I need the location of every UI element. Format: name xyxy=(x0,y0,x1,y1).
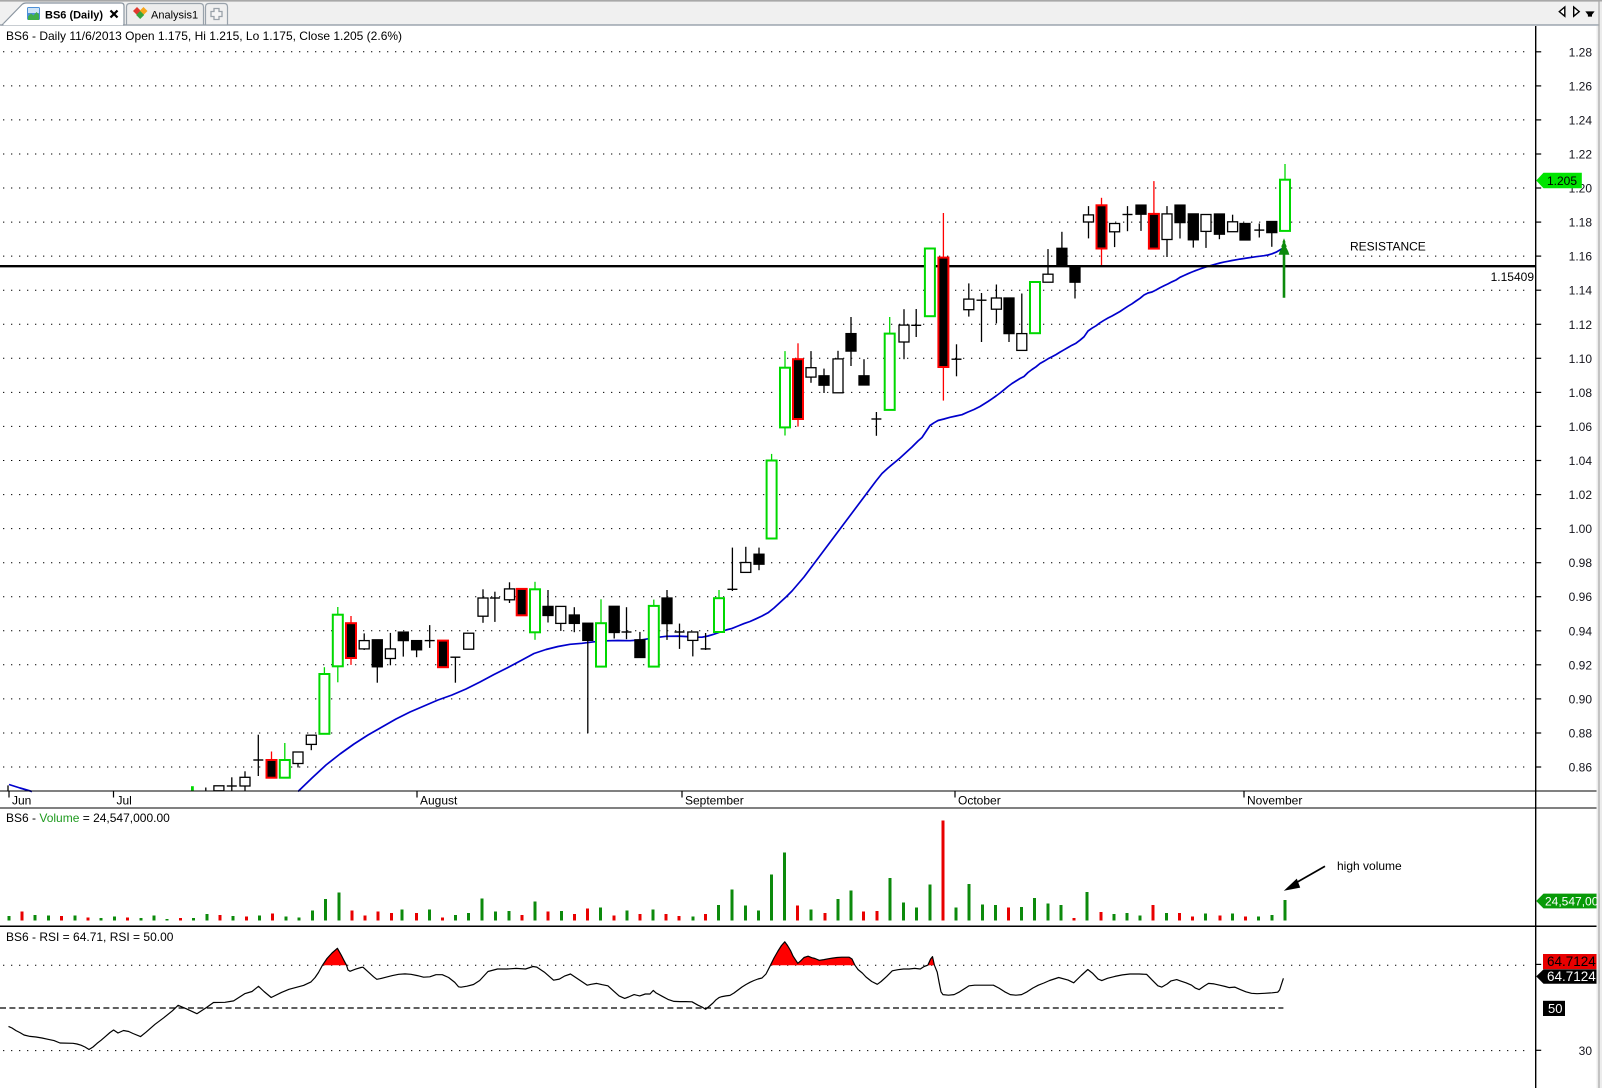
svg-text:0.86: 0.86 xyxy=(1569,761,1593,775)
svg-text:24,547,00: 24,547,00 xyxy=(1545,895,1599,909)
svg-text:Analysis1: Analysis1 xyxy=(151,10,198,22)
svg-text:1.15409: 1.15409 xyxy=(1491,270,1535,284)
svg-text:October: October xyxy=(958,794,1001,808)
svg-text:1.28: 1.28 xyxy=(1569,45,1593,59)
svg-text:1.06: 1.06 xyxy=(1569,420,1593,434)
svg-text:1.26: 1.26 xyxy=(1569,79,1593,93)
svg-text:BS6 - RSI = 64.71, RSI = 50.00: BS6 - RSI = 64.71, RSI = 50.00 xyxy=(6,930,174,944)
svg-text:September: September xyxy=(685,794,744,808)
svg-text:BS6 (Daily): BS6 (Daily) xyxy=(45,10,103,22)
svg-text:64.7124: 64.7124 xyxy=(1547,954,1596,969)
svg-text:August: August xyxy=(420,794,458,808)
svg-text:1.08: 1.08 xyxy=(1569,386,1593,400)
svg-text:1.12: 1.12 xyxy=(1569,318,1593,332)
svg-text:64.7124: 64.7124 xyxy=(1547,969,1596,984)
svg-text:1.10: 1.10 xyxy=(1569,352,1593,366)
svg-text:1.16: 1.16 xyxy=(1569,250,1593,264)
svg-text:1.18: 1.18 xyxy=(1569,216,1593,230)
svg-text:1.00: 1.00 xyxy=(1569,522,1593,536)
svg-text:RESISTANCE: RESISTANCE xyxy=(1350,240,1426,254)
svg-text:high volume: high volume xyxy=(1337,859,1402,873)
svg-text:0.98: 0.98 xyxy=(1569,556,1593,570)
svg-text:BS6 - Volume = 24,547,000.00: BS6 - Volume = 24,547,000.00 xyxy=(6,811,170,825)
svg-text:0.90: 0.90 xyxy=(1569,692,1593,706)
svg-text:50: 50 xyxy=(1548,1001,1562,1016)
svg-text:Jul: Jul xyxy=(117,794,132,808)
svg-text:1.04: 1.04 xyxy=(1569,454,1593,468)
svg-text:0.92: 0.92 xyxy=(1569,658,1593,672)
svg-text:BS6 - Daily 11/6/2013 Open 1.1: BS6 - Daily 11/6/2013 Open 1.175, Hi 1.2… xyxy=(6,29,402,43)
svg-text:1.22: 1.22 xyxy=(1569,148,1593,162)
svg-text:0.96: 0.96 xyxy=(1569,590,1593,604)
svg-text:1.14: 1.14 xyxy=(1569,284,1593,298)
svg-text:0.88: 0.88 xyxy=(1569,727,1593,741)
svg-text:November: November xyxy=(1247,794,1302,808)
svg-text:1.02: 1.02 xyxy=(1569,488,1593,502)
svg-text:0.94: 0.94 xyxy=(1569,624,1593,638)
svg-text:Jun: Jun xyxy=(12,794,31,808)
svg-text:1.205: 1.205 xyxy=(1547,174,1577,188)
svg-text:1.24: 1.24 xyxy=(1569,113,1593,127)
svg-text:30: 30 xyxy=(1579,1044,1593,1058)
